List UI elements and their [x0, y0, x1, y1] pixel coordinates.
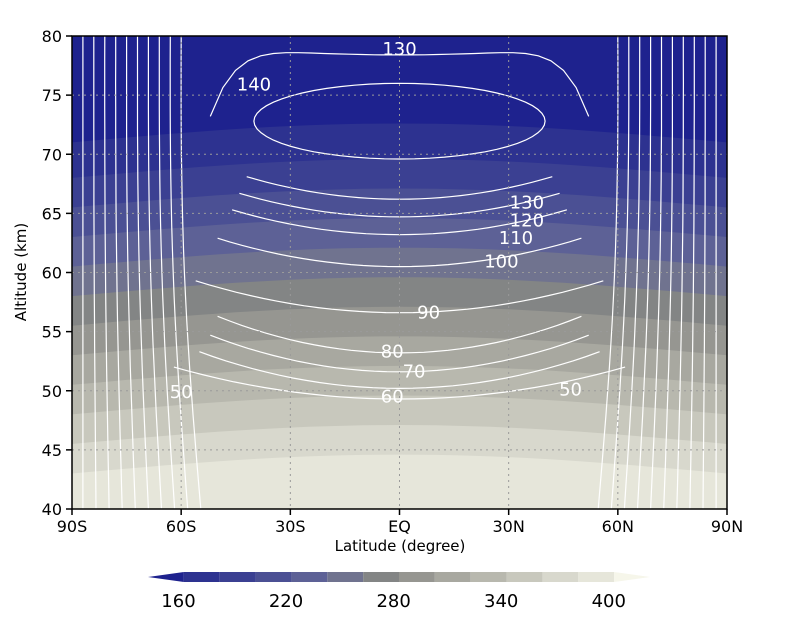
x-tick-label: 90N — [711, 517, 743, 536]
contour-line-50 — [173, 366, 626, 400]
y-tick-label: 40 — [42, 500, 62, 519]
colorbar-swatch — [363, 572, 399, 582]
y-tick-label: 75 — [42, 86, 62, 105]
contour-line-100 — [217, 237, 582, 268]
colorbar-swatch — [542, 572, 579, 582]
contour-line-right-3 — [689, 36, 695, 509]
contour-line-left-9 — [169, 36, 189, 509]
colorbar: 160 220 280 340 400 — [148, 572, 650, 612]
y-axis-label: Altitude (km) — [12, 223, 30, 321]
contour-line-right-4 — [676, 36, 685, 509]
x-tick-label: 60S — [166, 517, 197, 536]
contour-label: 140 — [237, 74, 271, 95]
y-tick-label: 50 — [42, 382, 62, 401]
contour-label: 130 — [510, 193, 544, 214]
contour-lines — [82, 36, 717, 509]
contour-label: 120 — [510, 210, 544, 231]
contour-label: 110 — [499, 228, 533, 249]
colorbar-swatch — [578, 572, 615, 582]
contour-label: 130 — [382, 39, 416, 60]
colorbar-swatch — [219, 572, 256, 582]
colorbar-swatch — [470, 572, 507, 582]
x-tick-label: 30S — [275, 517, 306, 536]
contour-line-left-3 — [104, 36, 110, 509]
colorbar-swatch — [255, 572, 292, 582]
colorbar-swatch — [614, 572, 650, 582]
contour-line-left-4 — [114, 36, 123, 509]
contour-label: 50 — [170, 382, 193, 403]
colorbar-swatch — [399, 572, 435, 582]
grid-lines — [72, 36, 727, 509]
contour-label: 50 — [559, 379, 582, 400]
x-tick-label: EQ — [388, 517, 411, 536]
contour-line-left-2 — [93, 36, 97, 509]
contour-line-140 — [253, 82, 546, 160]
contour-line-left-8 — [158, 36, 176, 509]
contour-line-80 — [217, 315, 582, 354]
contour-line-60 — [199, 351, 600, 390]
contour-label: 70 — [403, 362, 426, 383]
colorbar-swatch — [291, 572, 328, 582]
colorbar-tick-label: 160 — [161, 591, 195, 612]
y-tick-label: 65 — [42, 204, 62, 223]
colorbar-tick-label: 220 — [269, 591, 303, 612]
x-tick-label: 60N — [602, 517, 634, 536]
colorbar-swatch — [183, 572, 220, 582]
contour-label: 60 — [381, 386, 404, 407]
colorbar-swatch — [506, 572, 543, 582]
y-tick-label: 80 — [42, 27, 62, 46]
contour-line-70 — [210, 334, 589, 373]
colorbar-swatch — [148, 572, 184, 582]
y-tick-label: 60 — [42, 264, 62, 283]
colorbar-swatch — [327, 572, 364, 582]
y-axis: 40 45 50 55 60 65 70 75 80 — [42, 27, 72, 519]
contour-label: 100 — [484, 252, 518, 273]
y-tick-label: 55 — [42, 323, 62, 342]
colorbar-tick-label: 400 — [592, 591, 626, 612]
contour-line-right-5 — [663, 36, 673, 509]
colorbar-tick-label: 340 — [484, 591, 518, 612]
colorbar-swatch — [434, 572, 471, 582]
contour-label: 90 — [417, 303, 440, 324]
x-axis: 90S 60S 30S EQ 30N 60N 90N — [57, 509, 743, 536]
y-tick-label: 70 — [42, 145, 62, 164]
x-axis-label: Latitude (degree) — [335, 537, 466, 555]
contour-line-right-6 — [650, 36, 663, 509]
x-tick-label: 90S — [57, 517, 88, 536]
x-tick-label: 30N — [493, 517, 525, 536]
colorbar-tick-label: 280 — [376, 591, 410, 612]
contour-line-right-2 — [702, 36, 706, 509]
y-tick-label: 45 — [42, 441, 62, 460]
contour-label: 80 — [381, 342, 404, 363]
